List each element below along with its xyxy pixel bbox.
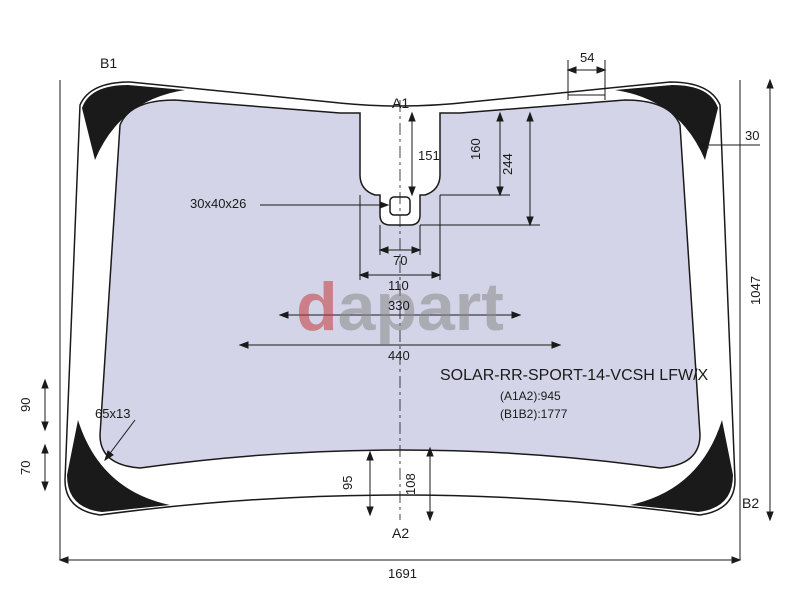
dim-151: 151 [418,148,440,163]
watermark-d: d [296,269,338,345]
dim-1047: 1047 [748,276,763,305]
watermark-rest: apart [338,269,504,345]
dim-108: 108 [403,473,418,495]
spec-a1a2: (A1A2):945 [500,389,561,403]
dim-244: 244 [500,153,515,175]
dim-160: 160 [468,138,483,160]
dim-110: 110 [388,278,409,293]
dim-70: 70 [393,253,407,268]
dim-440: 440 [388,348,410,363]
dim-330: 330 [388,298,410,313]
part-number: SOLAR-RR-SPORT-14-VCSH LFW/X [440,367,709,384]
label-b2: B2 [742,495,759,511]
dim-70l: 70 [18,461,33,475]
dim-30: 30 [745,128,759,143]
dim-90: 90 [18,398,33,412]
label-a1: A1 [392,95,409,111]
windshield-diagram: dapart B1 A1 A2 B2 1691 1047 54 30 151 1… [0,0,800,600]
dim-sensor: 30x40x26 [190,196,246,211]
dim-1691: 1691 [388,566,417,581]
dim-54: 54 [580,50,594,65]
spec-b1b2: (B1B2):1777 [500,407,568,421]
dim-65x13: 65x13 [95,406,130,421]
label-a2: A2 [392,525,409,541]
label-b1: B1 [100,55,117,71]
dim-95: 95 [340,476,355,490]
